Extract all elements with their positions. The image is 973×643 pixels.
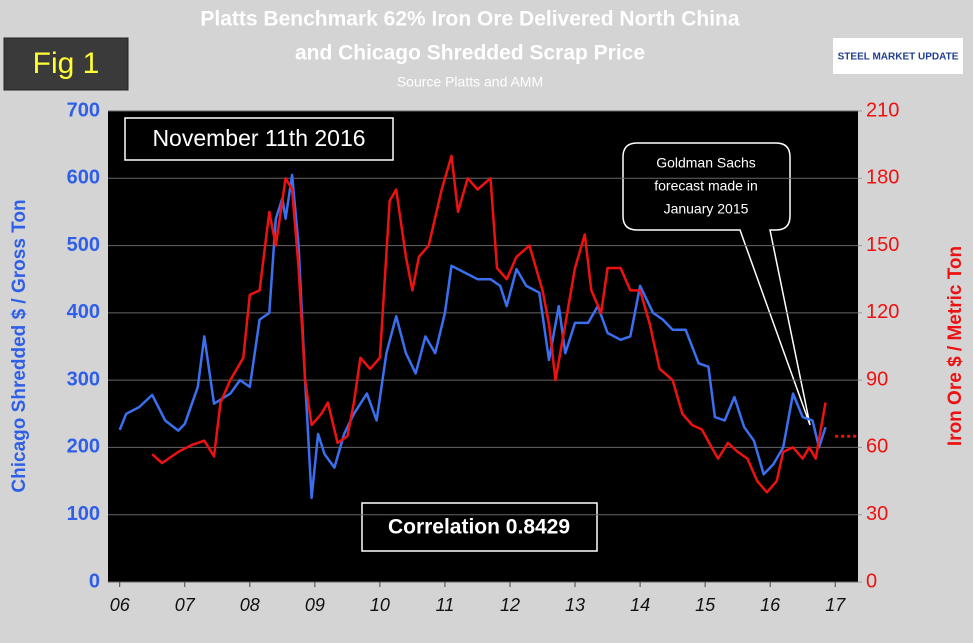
x-tick-label: 13 (565, 595, 585, 615)
series-line (118, 173, 827, 500)
x-tick-label: 16 (760, 595, 781, 615)
y-tick-label: 500 (67, 234, 100, 256)
y2-tick-label: 60 (866, 436, 888, 458)
y2-tick-label: 120 (866, 301, 899, 323)
figure-label-box (3, 37, 129, 91)
callout-bubble (622, 142, 811, 426)
y2-tick-label: 150 (866, 234, 899, 256)
x-tick-label: 06 (110, 595, 131, 615)
series-line (151, 154, 827, 494)
y-tick-label: 100 (67, 503, 100, 525)
chart-subtitle: Source Platts and AMM (397, 74, 543, 90)
y-tick-label: 400 (67, 301, 100, 323)
y-tick-label: 0 (89, 570, 100, 592)
x-tick-label: 15 (695, 595, 716, 615)
y2-tick-label: 0 (866, 570, 877, 592)
y-axis-title: Chicago Shredded $ / Gross Ton (9, 199, 30, 492)
logo-box (833, 38, 963, 74)
y2-axis-title: Iron Ore $ / Metric Ton (945, 246, 966, 446)
correlation-box (361, 502, 598, 552)
x-tick-label: 11 (436, 595, 455, 615)
x-tick-label: 14 (630, 595, 650, 615)
chart-title: Platts Benchmark 62% Iron Ore Delivered … (200, 8, 739, 31)
callout-text: January 2015 (664, 201, 749, 217)
y-tick-label: 300 (67, 368, 100, 390)
x-tick-label: 09 (305, 595, 325, 615)
figure-label: Fig 1 (33, 47, 100, 80)
callout-text: Goldman Sachs (656, 155, 756, 171)
logo: STEEL MARKET UPDATE (838, 52, 959, 63)
y2-tick-label: 180 (866, 167, 899, 189)
y-tick-label: 200 (67, 436, 100, 458)
x-tick-label: 10 (370, 595, 390, 615)
x-tick-label: 07 (175, 595, 196, 615)
y-tick-label: 700 (67, 99, 100, 121)
date-note: November 11th 2016 (152, 125, 365, 151)
correlation-note: Correlation 0.8429 (388, 516, 570, 539)
y2-tick-label: 30 (866, 503, 888, 525)
callout-text: forecast made in (654, 178, 758, 194)
y2-tick-label: 210 (866, 99, 899, 121)
y-tick-label: 600 (67, 167, 100, 189)
x-tick-label: 17 (825, 595, 846, 615)
chart-title: and Chicago Shredded Scrap Price (295, 42, 645, 65)
x-tick-label: 12 (500, 595, 520, 615)
date-box (124, 117, 394, 161)
y2-tick-label: 90 (866, 368, 888, 390)
x-tick-label: 08 (240, 595, 260, 615)
